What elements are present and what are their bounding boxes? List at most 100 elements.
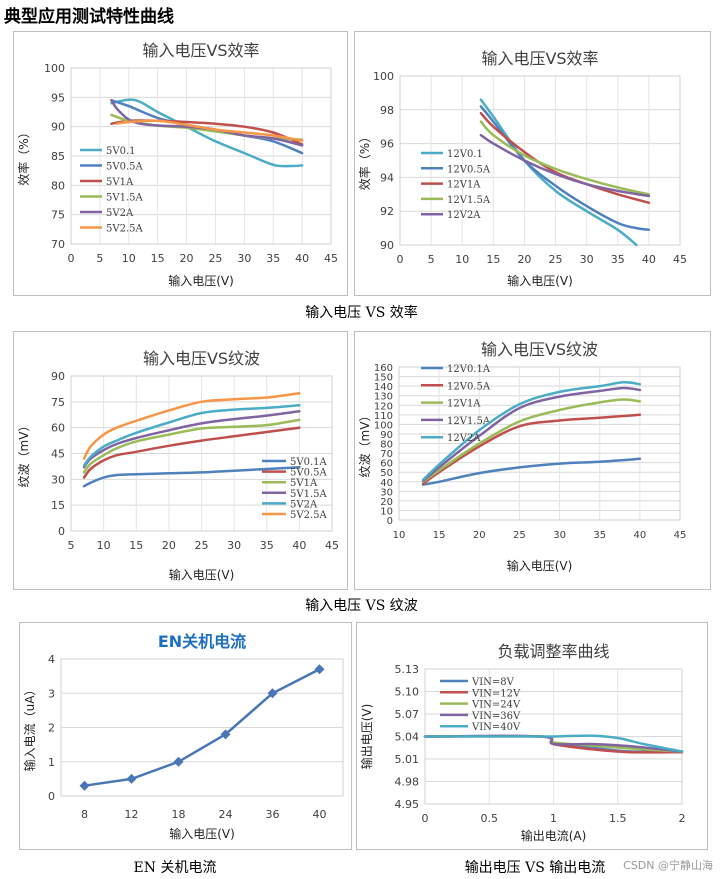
rip12-x-tick-label: 20 <box>473 530 486 541</box>
rip5-x-tick-label: 10 <box>97 539 111 552</box>
rip12-y-tick-label: 90 <box>380 430 393 441</box>
load-legend-label-3: VIN=36V <box>471 711 521 722</box>
eff12-plot-area <box>399 75 681 246</box>
rip12-series-line-1 <box>421 413 642 485</box>
rip5-x-tick-label: 5 <box>68 539 75 552</box>
eff5-series-line-5 <box>115 119 304 142</box>
eff5-plot-area <box>70 67 332 245</box>
load-legend-label-2: VIN=24V <box>471 700 521 711</box>
eff5-series-line-4 <box>110 99 304 147</box>
eff12-chart-title: 输入电压VS效率 <box>481 49 598 68</box>
en-x-tick-label: 12 <box>125 808 139 821</box>
eff12-series-line-0 <box>479 98 638 247</box>
eff12-y-tick-label: 92 <box>380 205 394 218</box>
load-y-tick-label: 5.10 <box>395 686 420 699</box>
load-x-tick-label: 1.5 <box>609 812 627 825</box>
rip5-x-tick-label: 20 <box>162 539 176 552</box>
eff5-x-tick-label: 10 <box>122 252 136 265</box>
eff5-y-tick-label: 70 <box>51 238 65 251</box>
rip5-x-tick-label: 30 <box>227 539 241 552</box>
rip5-series-line-4 <box>82 404 301 467</box>
rip12-y-tick-label: 160 <box>374 363 393 374</box>
rip5-legend-label-4: 5V2A <box>290 499 318 510</box>
rip12-x-axis-label: 输入电压(V) <box>507 558 573 573</box>
rip5-y-axis-label: 纹波（mV） <box>17 420 31 488</box>
rip5-y-tick-label: 90 <box>51 370 65 383</box>
rip12-y-tick-label: 80 <box>380 440 393 451</box>
eff5-legend-label-5: 5V2.5A <box>106 224 143 235</box>
load-legend-label-0: VIN=8V <box>471 677 515 688</box>
en-data-point-40 <box>314 664 325 675</box>
eff12-legend-label-0: 12V0.1 <box>447 149 483 160</box>
load-x-tick-label: 1 <box>550 812 557 825</box>
load-x-tick-label: 0 <box>422 812 429 825</box>
chart-panel-load: 负载调整率曲线 4.95 4.98 5.01 5.04 5.07 5.10 5.13 0 0.5 1… <box>356 622 708 850</box>
chart-panel-eff5: 输入电压VS效率 70 75 80 85 90 95 100 0 5 10 15 20 25 30 35 40 4… <box>13 31 348 296</box>
rip12-series-line-2 <box>421 398 642 483</box>
rip5-y-tick-label: 15 <box>51 499 65 512</box>
rip5-series-line-1 <box>82 426 301 479</box>
chart-rip5: 输入电压VS纹波 0 15 30 45 60 75 90 5 10 15 20 25 30 35 40 45 输入… <box>17 349 339 582</box>
rip12-y-tick-label: 140 <box>374 382 393 393</box>
load-x-tick-label: 0.5 <box>481 812 499 825</box>
eff5-y-tick-label: 80 <box>51 179 65 192</box>
rip5-series-line-5 <box>82 391 301 460</box>
eff5-y-tick-label: 95 <box>51 91 65 104</box>
load-y-tick-label: 5.04 <box>395 731 420 744</box>
eff5-series-line-0 <box>110 98 304 168</box>
en-y-tick-label: 2 <box>48 722 55 735</box>
eff12-y-tick-label: 100 <box>373 70 394 83</box>
rip12-y-tick-label: 60 <box>380 459 393 470</box>
en-y-tick-label: 3 <box>48 687 55 700</box>
rip5-x-tick-label: 25 <box>195 539 209 552</box>
rip12-y-tick-label: 70 <box>380 449 393 460</box>
eff12-series-line-4 <box>479 133 651 198</box>
rip5-series-line-0 <box>82 466 301 488</box>
rip12-x-tick-label: 40 <box>633 530 646 541</box>
en-data-point-36 <box>267 688 278 699</box>
eff12-series-line-1 <box>479 105 651 232</box>
rip12-y-tick-label: 0 <box>387 516 393 527</box>
rip12-x-tick-label: 25 <box>513 530 526 541</box>
rip12-chart-title: 输入电压VS纹波 <box>481 340 598 359</box>
eff12-x-tick-label: 30 <box>580 253 594 266</box>
load-y-tick-label: 5.07 <box>395 708 420 721</box>
eff12-x-tick-label: 40 <box>642 253 656 266</box>
load-x-axis-label: 输出电流(A) <box>521 828 587 843</box>
en-x-tick-label: 24 <box>219 808 233 821</box>
en-x-tick-label: 40 <box>313 808 327 821</box>
load-y-tick-label: 4.98 <box>395 776 420 789</box>
rip12-x-tick-label: 45 <box>674 530 687 541</box>
rip5-chart-title: 输入电压VS纹波 <box>143 349 260 368</box>
eff12-y-axis-label: 效率（%） <box>357 131 372 190</box>
eff5-x-tick-label: 5 <box>96 252 103 265</box>
rip12-plot-area <box>398 366 681 521</box>
load-y-tick-label: 4.95 <box>395 798 420 811</box>
en-x-tick-label: 18 <box>172 808 186 821</box>
page-title: 典型应用测试特性曲线 <box>4 7 174 27</box>
rip5-legend-label-2: 5V1A <box>290 478 318 489</box>
rip12-y-axis-label: 纹波（mV） <box>358 410 372 478</box>
rip12-x-tick-label: 30 <box>553 530 566 541</box>
en-data-point-18 <box>173 756 184 767</box>
rip12-y-tick-label: 50 <box>380 468 393 479</box>
en-data-point-8 <box>79 780 90 791</box>
eff5-x-tick-label: 30 <box>237 252 251 265</box>
eff5-x-tick-label: 20 <box>180 252 194 265</box>
eff12-x-tick-label: 15 <box>486 253 500 266</box>
eff5-x-tick-label: 25 <box>208 252 222 265</box>
rip5-y-tick-label: 45 <box>51 448 65 461</box>
rip5-y-tick-label: 60 <box>51 422 65 435</box>
rip12-y-tick-label: 20 <box>380 497 393 508</box>
eff5-y-tick-label: 100 <box>44 62 65 75</box>
eff5-x-tick-label: 35 <box>266 252 280 265</box>
eff5-x-tick-label: 40 <box>295 252 309 265</box>
eff12-y-tick-label: 98 <box>380 104 394 117</box>
en-y-axis-label: 输入电流（uA） <box>22 684 37 772</box>
en-plot-area <box>60 658 344 797</box>
eff12-x-tick-label: 35 <box>611 253 625 266</box>
chart-panel-en: EN关机电流 0 1 2 3 4 8 12 18 24 36 40 输入电压(V) 输入电流（uA） <box>19 622 352 850</box>
rip12-series-line-3 <box>421 386 642 483</box>
rip12-legend-label-1: 12V0.5A <box>447 381 491 392</box>
eff5-legend-label-1: 5V0.5A <box>106 162 143 173</box>
